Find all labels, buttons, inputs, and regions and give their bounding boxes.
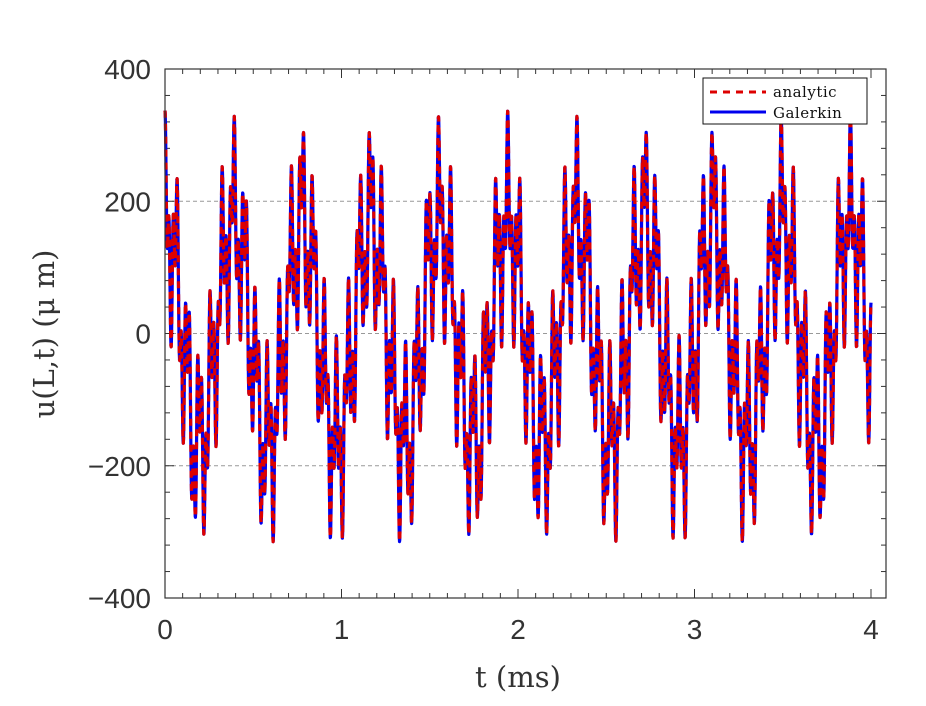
y-tick-label: 200 — [104, 186, 151, 217]
plot-frame — [164, 68, 887, 599]
y-tick-label: −200 — [88, 451, 151, 482]
series-layer — [163, 109, 873, 544]
legend-box — [702, 77, 868, 125]
legend: analytic Galerkin — [702, 77, 868, 125]
x-tick-label: 1 — [334, 614, 350, 645]
y-tick-label: 400 — [104, 54, 151, 85]
series-line-analytic — [163, 109, 873, 544]
x-tick-label: 2 — [510, 614, 526, 645]
y-tick-label: 0 — [135, 319, 151, 350]
x-tick-label: 3 — [687, 614, 703, 645]
tick-labels: 0 1 2 3 4 −400 −200 0 200 400 — [88, 54, 879, 645]
x-axis-label: t (ms) — [475, 660, 561, 694]
y-axis-label: u(L,t) (μ m) — [27, 250, 61, 419]
legend-label-analytic: analytic — [773, 83, 837, 101]
legend-label-galerkin: Galerkin — [773, 104, 842, 122]
x-tick-label: 4 — [863, 614, 879, 645]
y-tick-label: −400 — [88, 583, 151, 614]
x-tick-label: 0 — [157, 614, 173, 645]
